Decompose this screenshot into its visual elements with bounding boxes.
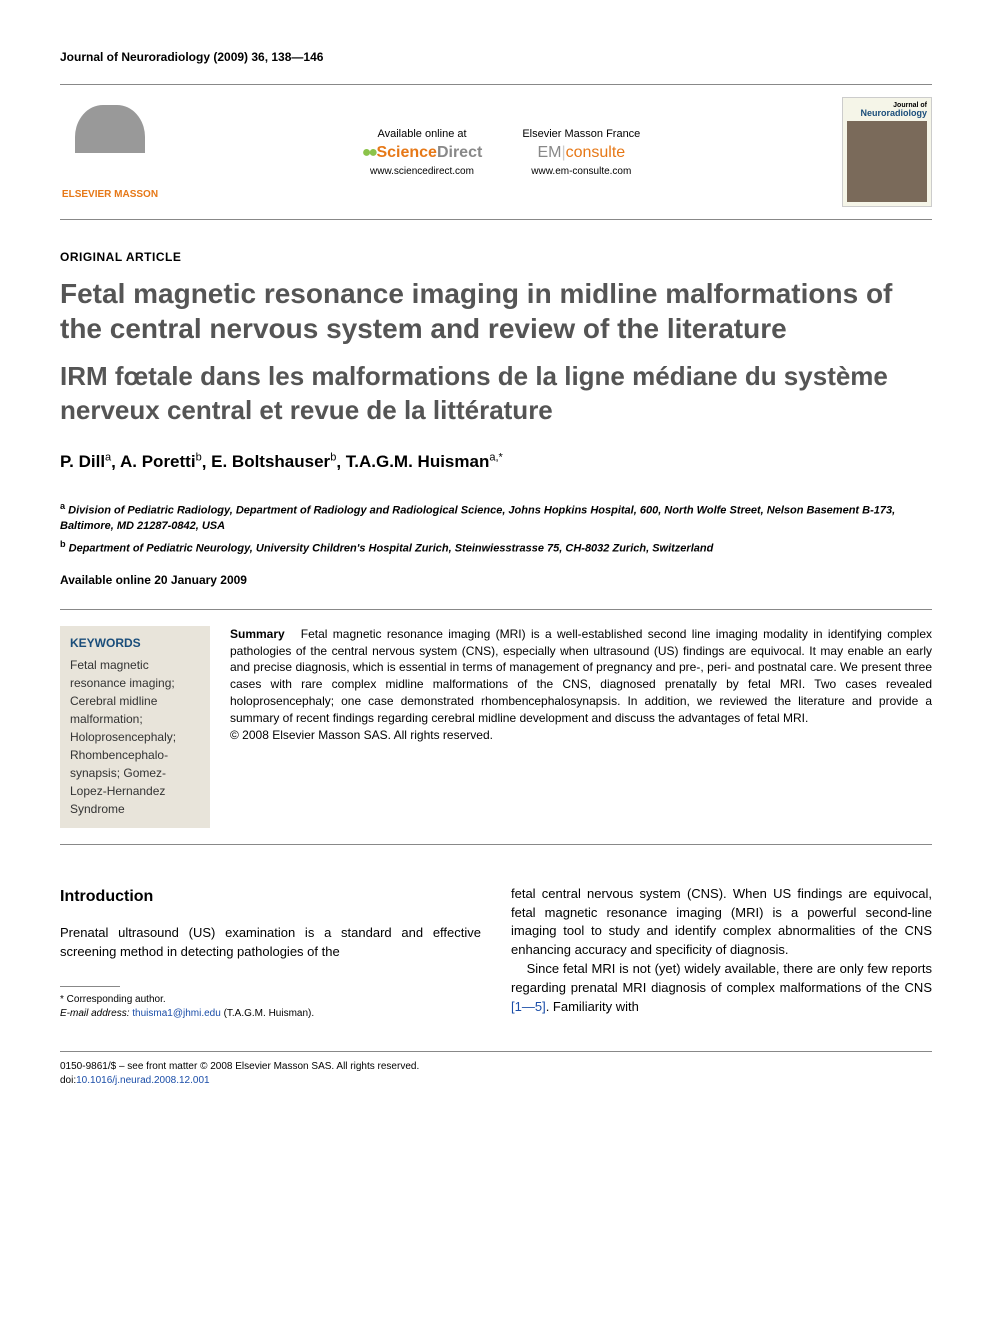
cover-title: Journal of Neuroradiology xyxy=(847,102,927,118)
right-column: fetal central nervous system (CNS). When… xyxy=(511,885,932,1021)
keywords-box: KEYWORDS Fetal magnetic resonance imagin… xyxy=(60,626,210,828)
author-list: P. Dilla, A. Porettib, E. Boltshauserb, … xyxy=(60,452,932,473)
em-brand-left: EM xyxy=(537,144,561,161)
summary-text: Summary Fetal magnetic resonance imaging… xyxy=(230,626,932,828)
footer: 0150-9861/$ – see front matter © 2008 El… xyxy=(60,1060,932,1088)
journal-cover-thumbnail: Journal of Neuroradiology xyxy=(842,97,932,207)
left-column: Introduction Prenatal ultrasound (US) ex… xyxy=(60,885,481,1021)
author-3: E. Boltshauserb xyxy=(211,452,336,471)
front-matter-line: 0150-9861/$ – see front matter © 2008 El… xyxy=(60,1060,932,1074)
em-brand-right: consulte xyxy=(566,144,626,161)
sd-brand-right: Direct xyxy=(437,144,482,161)
cover-image-placeholder xyxy=(847,121,927,202)
author-2: A. Porettib xyxy=(120,452,202,471)
footer-rule xyxy=(60,1051,932,1052)
article-title-french: IRM fœtale dans les malformations de la … xyxy=(60,360,932,428)
citation-link[interactable]: [1—5] xyxy=(511,999,546,1014)
emconsulte-url[interactable]: www.em-consulte.com xyxy=(522,166,640,177)
sciencedirect-block: Available online at ScienceDirect www.sc… xyxy=(362,128,483,177)
publisher-logo: ELSEVIER MASSON xyxy=(60,105,160,200)
body-columns: Introduction Prenatal ultrasound (US) ex… xyxy=(60,885,932,1021)
email-link[interactable]: thuisma1@jhmi.edu xyxy=(132,1008,221,1019)
abstract-section: KEYWORDS Fetal magnetic resonance imagin… xyxy=(60,609,932,845)
emconsulte-block: Elsevier Masson France EM|consulte www.e… xyxy=(522,128,640,177)
intro-paragraph-2a: fetal central nervous system (CNS). When… xyxy=(511,885,932,960)
sd-brand-left: Science xyxy=(376,144,436,161)
author-4: T.A.G.M. Huismana,* xyxy=(346,452,503,471)
footnote-rule xyxy=(60,986,120,987)
emconsulte-logo: EM|consulte xyxy=(522,144,640,162)
email-footnote: E-mail address: thuisma1@jhmi.edu (T.A.G… xyxy=(60,1007,481,1021)
header-banner: ELSEVIER MASSON Available online at Scie… xyxy=(60,84,932,220)
affiliation-a: a Division of Pediatric Radiology, Depar… xyxy=(60,500,932,534)
summary-label: Summary xyxy=(230,627,285,641)
article-title-english: Fetal magnetic resonance imaging in midl… xyxy=(60,276,932,346)
elsevier-tree-icon xyxy=(75,105,145,185)
online-date: Available online 20 January 2009 xyxy=(60,573,932,587)
publisher-name: ELSEVIER MASSON xyxy=(62,189,158,200)
summary-body: Fetal magnetic resonance imaging (MRI) i… xyxy=(230,627,932,725)
header-links: Available online at ScienceDirect www.sc… xyxy=(362,128,641,177)
cover-main: Neuroradiology xyxy=(860,108,927,118)
email-suffix: (T.A.G.M. Huisman). xyxy=(224,1008,315,1019)
available-online-label: Available online at xyxy=(362,128,483,140)
sciencedirect-logo: ScienceDirect xyxy=(362,144,483,162)
sciencedirect-url[interactable]: www.sciencedirect.com xyxy=(362,166,483,177)
keywords-heading: KEYWORDS xyxy=(70,636,200,650)
article-type: ORIGINAL ARTICLE xyxy=(60,250,932,264)
journal-reference: Journal of Neuroradiology (2009) 36, 138… xyxy=(60,50,932,64)
doi-line: doi:10.1016/j.neurad.2008.12.001 xyxy=(60,1074,932,1088)
copyright-line: © 2008 Elsevier Masson SAS. All rights r… xyxy=(230,728,493,742)
doi-link[interactable]: 10.1016/j.neurad.2008.12.001 xyxy=(76,1075,209,1086)
corresponding-author-note: * Corresponding author. xyxy=(60,993,481,1007)
intro-paragraph-1: Prenatal ultrasound (US) examination is … xyxy=(60,924,481,962)
keywords-list: Fetal magnetic resonance imaging; Cerebr… xyxy=(70,656,200,818)
email-label: E-mail address: xyxy=(60,1008,129,1019)
affiliation-b: b Department of Pediatric Neurology, Uni… xyxy=(60,538,932,557)
intro-paragraph-2b: Since fetal MRI is not (yet) widely avai… xyxy=(511,960,932,1017)
introduction-heading: Introduction xyxy=(60,885,481,908)
em-label: Elsevier Masson France xyxy=(522,128,640,140)
author-1: P. Dilla xyxy=(60,452,111,471)
